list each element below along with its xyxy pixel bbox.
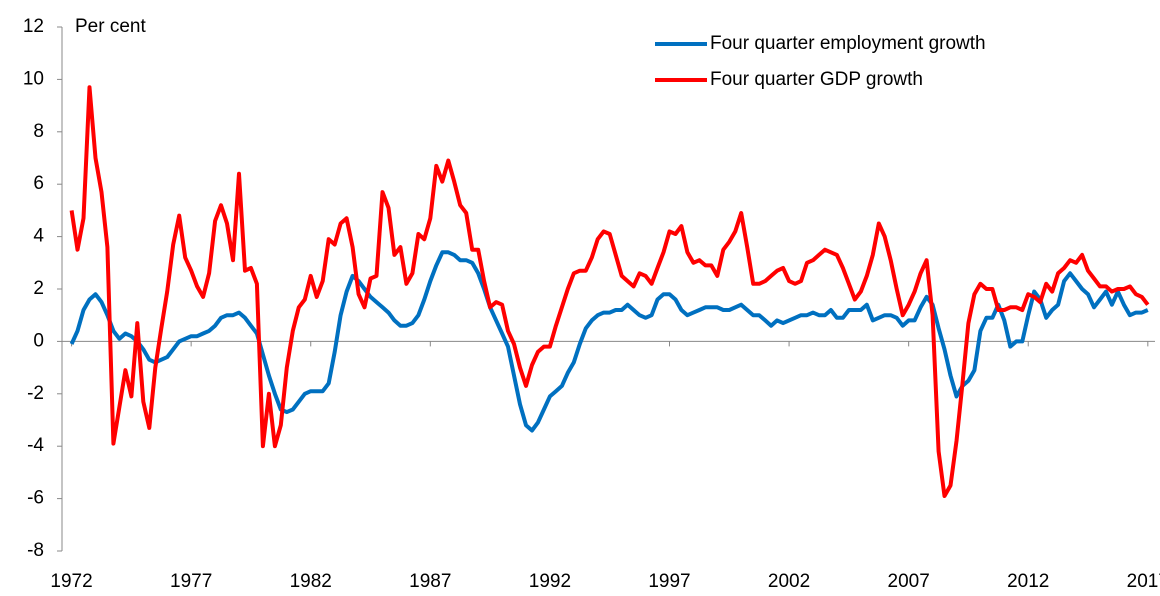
y-tick-label: 0 bbox=[33, 330, 44, 351]
x-tick-label: 2007 bbox=[888, 571, 930, 592]
x-tick-label: 1987 bbox=[409, 571, 451, 592]
series-line bbox=[69, 85, 1150, 498]
series-line bbox=[69, 250, 1149, 433]
x-tick-label: 1977 bbox=[170, 571, 212, 592]
y-tick-label: 6 bbox=[33, 173, 44, 194]
y-tick-label: -6 bbox=[27, 488, 44, 509]
y-tick-label: -4 bbox=[27, 435, 44, 456]
x-tick-label: 2012 bbox=[1007, 571, 1049, 592]
x-tick-label: 1992 bbox=[529, 571, 571, 592]
y-tick-label: -8 bbox=[27, 540, 44, 561]
legend-label: Four quarter employment growth bbox=[710, 33, 986, 54]
y-tick-label: 12 bbox=[23, 16, 44, 37]
y-tick-label: 2 bbox=[33, 278, 44, 299]
y-tick-label: 10 bbox=[23, 68, 44, 89]
x-tick-label: 1982 bbox=[290, 571, 332, 592]
x-tick-label: 2002 bbox=[768, 571, 810, 592]
legend-label: Four quarter GDP growth bbox=[710, 69, 923, 90]
x-tick-label: 1997 bbox=[648, 571, 690, 592]
y-axis-label: Per cent bbox=[75, 16, 146, 37]
y-tick-label: 4 bbox=[33, 226, 44, 247]
y-tick-label: -2 bbox=[27, 383, 44, 404]
x-tick-label: 1972 bbox=[50, 571, 92, 592]
x-tick-label: 2017 bbox=[1127, 571, 1160, 592]
y-tick-label: 8 bbox=[33, 121, 44, 142]
